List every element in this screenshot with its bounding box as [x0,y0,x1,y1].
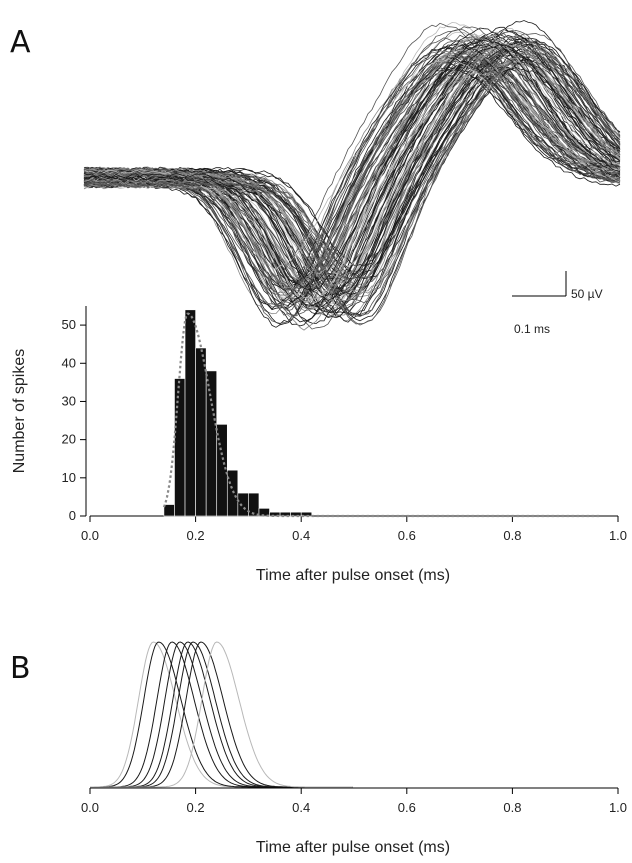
histogram-y-tick-label: 10 [62,470,76,485]
histogram-y-tick-label: 50 [62,317,76,332]
histogram-bar [205,370,218,517]
spike-trace [83,60,621,306]
panel-b-x-tick-label: 1.0 [609,800,627,815]
histogram-bars [163,309,313,517]
histogram-x-tick-label: 0.0 [81,528,99,543]
panel-b-curve [90,641,353,788]
histogram-bar [195,347,207,517]
panel-b-curve [90,641,353,788]
histogram-bar [163,504,175,517]
spike-trace [83,47,621,281]
histogram-x-axis-title: Time after pulse onset (ms) [256,567,450,584]
histogram-x-tick-label: 0.2 [187,528,205,543]
spike-trace [83,50,621,299]
spike-trace [83,56,621,291]
panel-b-x-tick-label: 0.6 [398,800,416,815]
spike-trace [83,60,621,324]
histogram-y-ticks: 0 10 20 30 40 50 [62,317,86,523]
scale-bar: 50 µV 0.1 ms [512,271,603,336]
spike-trace [83,50,621,325]
scale-bar-voltage-label: 50 µV [571,287,603,301]
spike-trace [83,53,621,279]
histogram-x-tick-label: 1.0 [609,528,627,543]
histogram-y-tick-label: 20 [62,432,76,447]
histogram-bar [174,378,186,517]
spike-waveform-traces [83,20,621,331]
spike-trace [83,49,621,308]
spike-trace [83,34,621,308]
panel-a-label: A [10,25,31,60]
panel-b-x-tick-label: 0.4 [292,800,310,815]
panel-b-x-axis-title: Time after pulse onset (ms) [256,839,450,856]
spike-trace [83,44,621,291]
spike-trace [83,32,621,304]
scale-bar-time-label: 0.1 ms [514,322,550,336]
histogram-y-tick-label: 30 [62,393,76,408]
histogram-y-tick-label: 40 [62,355,76,370]
histogram-x-tick-label: 0.4 [292,528,310,543]
histogram-bar [300,511,313,517]
histogram-bar [248,492,260,517]
spike-trace [83,49,621,295]
histogram-y-axis-title: Number of spikes [11,349,28,474]
spike-trace [83,26,621,317]
histogram-bar [237,492,249,517]
spike-trace [83,72,621,300]
panel-b-x-tick-label: 0.2 [187,800,205,815]
spike-trace [83,43,621,301]
histogram-x-ticks: 0.0 0.2 0.4 0.6 0.8 1.0 [81,516,627,543]
histogram-x-tick-label: 0.6 [398,528,416,543]
panel-b-x-ticks: 0.0 0.2 0.4 0.6 0.8 1.0 [81,788,627,815]
panel-b-chart: 0.0 0.2 0.4 0.6 0.8 1.0 Time after pulse onse… [81,641,627,856]
histogram-y-tick-label: 0 [69,508,76,523]
histogram-chart: 0 10 20 30 40 50 0.0 0.2 0.4 0.6 0.8 1.0 Time afte… [11,306,627,584]
spike-trace [83,40,621,289]
spike-trace [83,28,621,296]
panel-b-x-tick-label: 0.0 [81,800,99,815]
histogram-bar [184,309,196,517]
spike-trace [83,53,621,292]
histogram-x-tick-label: 0.8 [503,528,521,543]
panel-b-curves [90,641,353,788]
panel-b-label: B [10,651,31,686]
histogram-fit-curve [162,312,602,518]
spike-trace [83,37,621,331]
panel-b-x-tick-label: 0.8 [503,800,521,815]
